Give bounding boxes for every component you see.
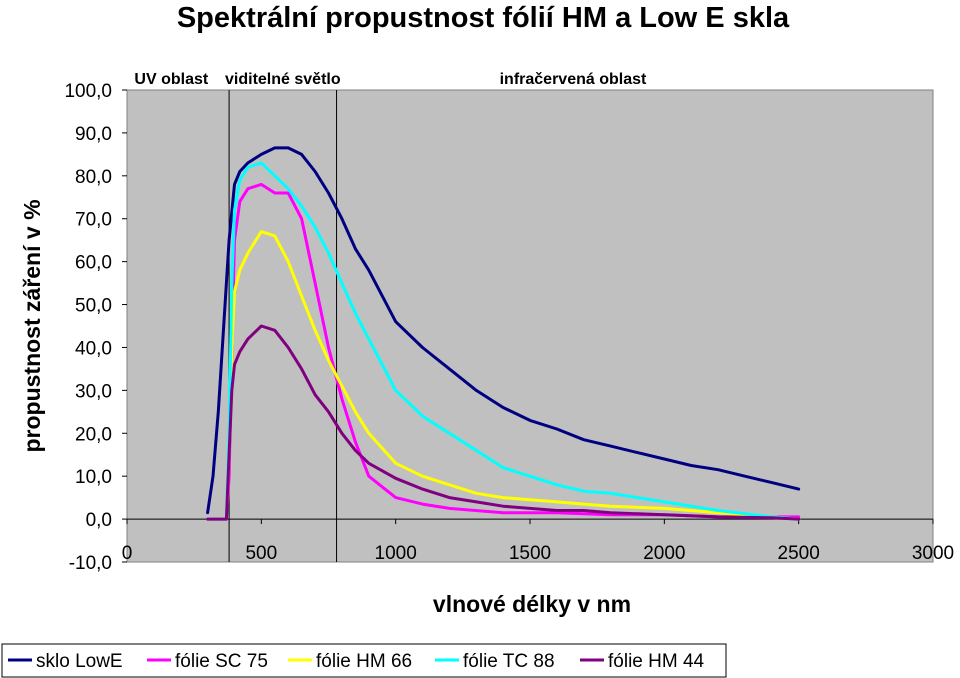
y-tick-label: 80,0: [75, 167, 112, 188]
legend-label: fólie TC 88: [463, 651, 555, 672]
y-tick-label: 60,0: [75, 253, 112, 274]
legend: sklo LowE fólie SC 75 fólie HM 66 fólie TC …: [1, 643, 727, 678]
x-axis: 0 500 1000 1500 2000 2500 3000: [122, 519, 954, 564]
legend-label: sklo LowE: [36, 651, 123, 672]
chart-title: Spektrální propustnost fólií HM a Low E …: [177, 2, 790, 34]
y-tick-label: 0,0: [86, 510, 112, 531]
x-tick-label: 3000: [912, 543, 954, 564]
x-tick-label: 1000: [375, 543, 417, 564]
y-tick-label: 40,0: [75, 338, 112, 359]
legend-box: [1, 643, 727, 678]
series-lines: [206, 146, 801, 521]
region-annotations: UV oblast viditelné světlo infračervená ob…: [134, 71, 647, 88]
series-line: [206, 146, 801, 515]
plot-area: [126, 89, 934, 563]
x-tick-label: 2000: [643, 543, 685, 564]
y-tick-label: 20,0: [75, 424, 112, 445]
x-tick-label: 1500: [509, 543, 551, 564]
y-tick-label: 30,0: [75, 381, 112, 402]
y-axis: 100,0 90,0 80,0 70,0 60,0 50,0 40,0 30,0 20,0 10,…: [64, 81, 127, 574]
y-tick-label: 70,0: [75, 210, 112, 231]
y-tick-label: 10,0: [75, 467, 112, 488]
y-tick-label: -10,0: [69, 553, 112, 574]
y-tick-label: 50,0: [75, 296, 112, 317]
y-tick-label: 100,0: [64, 81, 112, 102]
region-label: UV oblast: [134, 71, 208, 88]
region-label: infračervená oblast: [500, 71, 647, 88]
y-tick-label: 90,0: [75, 124, 112, 145]
series-line: [206, 324, 801, 521]
series-line: [206, 230, 801, 521]
series-line: [206, 161, 801, 521]
x-tick-label: 0: [122, 543, 133, 564]
legend-label: fólie HM 44: [608, 651, 705, 672]
legend-label: fólie HM 66: [316, 651, 412, 672]
legend-label: fólie SC 75: [175, 651, 268, 672]
region-label: viditelné světlo: [225, 71, 341, 88]
x-tick-label: 500: [245, 543, 277, 564]
x-tick-label: 2500: [778, 543, 820, 564]
x-axis-title: vlnové délky v nm: [433, 591, 631, 617]
y-axis-title: propustnost záření v %: [19, 199, 45, 452]
